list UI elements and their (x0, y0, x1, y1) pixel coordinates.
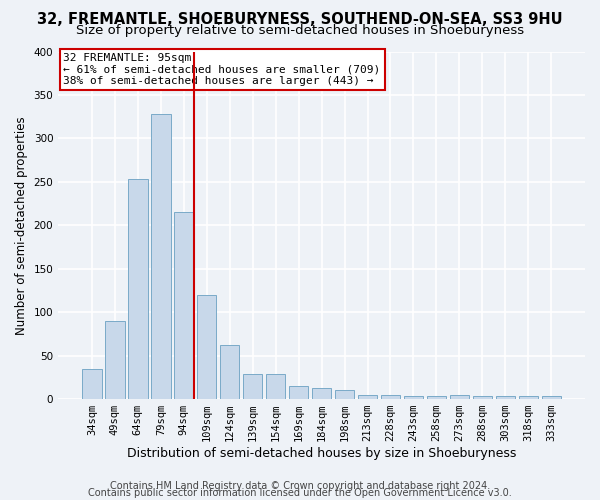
Text: Contains HM Land Registry data © Crown copyright and database right 2024.: Contains HM Land Registry data © Crown c… (110, 481, 490, 491)
Bar (243, 374, 262, 399)
Bar (151, 114, 170, 399)
Bar (404, 396, 423, 399)
Bar (542, 396, 561, 399)
Bar (381, 394, 400, 399)
Bar (449, 394, 469, 399)
Text: Contains public sector information licensed under the Open Government Licence v3: Contains public sector information licen… (88, 488, 512, 498)
Bar (105, 321, 125, 399)
Text: Size of property relative to semi-detached houses in Shoeburyness: Size of property relative to semi-detach… (76, 24, 524, 37)
Bar (518, 396, 538, 399)
Bar (266, 374, 286, 399)
Y-axis label: Number of semi-detached properties: Number of semi-detached properties (15, 116, 28, 334)
Text: 32 FREMANTLE: 95sqm
← 61% of semi-detached houses are smaller (709)
38% of semi-: 32 FREMANTLE: 95sqm ← 61% of semi-detach… (64, 53, 380, 86)
Bar (128, 179, 148, 399)
Bar (197, 295, 217, 399)
Bar (174, 212, 194, 399)
Bar (312, 388, 331, 399)
Bar (358, 394, 377, 399)
Bar (473, 396, 492, 399)
Text: 32, FREMANTLE, SHOEBURYNESS, SOUTHEND-ON-SEA, SS3 9HU: 32, FREMANTLE, SHOEBURYNESS, SOUTHEND-ON… (37, 12, 563, 28)
Bar (427, 396, 446, 399)
Bar (496, 396, 515, 399)
Bar (335, 390, 355, 399)
Bar (220, 345, 239, 399)
Bar (289, 386, 308, 399)
Bar (82, 368, 101, 399)
X-axis label: Distribution of semi-detached houses by size in Shoeburyness: Distribution of semi-detached houses by … (127, 447, 516, 460)
